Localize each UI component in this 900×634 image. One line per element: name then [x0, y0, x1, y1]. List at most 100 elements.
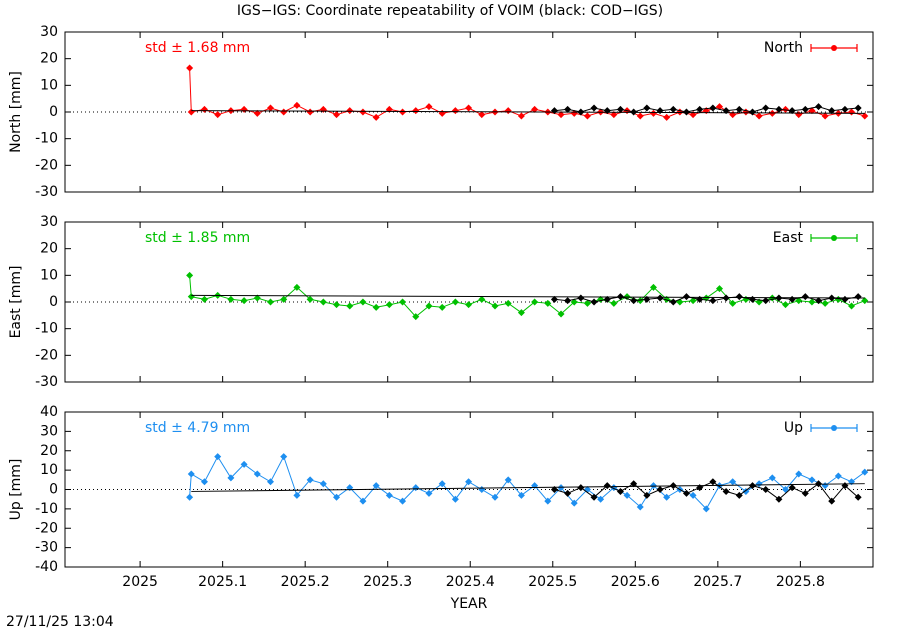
data-point: [821, 299, 829, 307]
data-point: [801, 489, 809, 497]
data-point: [227, 295, 235, 303]
data-point: [808, 476, 816, 484]
data-point: [636, 112, 644, 120]
data-point: [689, 297, 697, 305]
data-point: [590, 493, 598, 501]
data-point: [359, 497, 367, 505]
annotation: std ± 1.68 mm: [145, 40, 250, 56]
timestamp: 27/11/25 13:04: [6, 614, 114, 630]
y-tick-label: -20: [35, 520, 58, 536]
data-point: [768, 474, 776, 482]
x-tick-label: 2025.7: [693, 574, 742, 590]
data-point: [861, 297, 869, 305]
data-point: [200, 105, 208, 113]
data-point: [795, 297, 803, 305]
y-axis-label: North [mm]: [8, 71, 24, 153]
data-point: [577, 484, 585, 492]
data-point: [848, 302, 856, 310]
data-point: [186, 64, 194, 72]
legend-label: North: [764, 40, 803, 56]
data-point: [385, 301, 393, 309]
data-point: [848, 108, 856, 116]
data-point: [557, 111, 565, 119]
data-point: [385, 491, 393, 499]
data-point: [861, 112, 869, 120]
data-point: [491, 302, 499, 310]
data-point: [517, 112, 525, 120]
data-point: [729, 299, 737, 307]
data-point: [267, 104, 275, 112]
annotation: std ± 1.85 mm: [145, 230, 250, 246]
data-point: [861, 468, 869, 476]
data-point: [451, 298, 459, 306]
data-point: [214, 453, 222, 461]
data-point: [762, 297, 770, 305]
data-point: [682, 293, 690, 301]
data-point: [801, 293, 809, 301]
data-point: [306, 108, 314, 116]
panel: -30 -20 -10 0 10 20 30 North [mm] North std ± 1.6…: [8, 24, 874, 200]
data-point: [636, 297, 644, 305]
data-point: [253, 294, 261, 302]
data-point: [722, 487, 730, 495]
data-point: [267, 478, 275, 486]
data-point: [280, 295, 288, 303]
data-point: [808, 298, 816, 306]
data-point: [643, 104, 651, 112]
data-point: [564, 489, 572, 497]
data-point: [656, 486, 664, 493]
data-point: [715, 103, 723, 111]
data-point: [280, 108, 288, 116]
legend-label: Up: [784, 420, 803, 436]
data-point: [854, 293, 862, 301]
data-point: [722, 294, 730, 302]
y-tick-label: -10: [35, 501, 58, 517]
data-point: [669, 105, 677, 113]
data-point: [709, 297, 717, 305]
data-point: [253, 470, 261, 478]
y-tick-label: -20: [35, 157, 58, 173]
data-point: [240, 297, 248, 305]
y-tick-label: 30: [40, 24, 58, 40]
data-point: [333, 493, 341, 501]
data-point: [504, 476, 512, 484]
data-point: [749, 295, 757, 303]
panel: -40 -30 -20 -10 0 10 20 30 40 2025 2025.1 2025.2 202…: [8, 404, 874, 612]
data-point: [187, 293, 195, 301]
data-point: [214, 111, 222, 119]
data-point: [306, 476, 314, 484]
data-point: [788, 107, 796, 115]
data-point: [735, 491, 743, 499]
data-point: [682, 489, 690, 497]
data-point: [630, 480, 638, 488]
series-line: [189, 455, 865, 510]
y-axis-label: Up [mm]: [8, 459, 24, 521]
trend-line: [191, 483, 865, 492]
data-point: [550, 295, 558, 303]
data-point: [200, 295, 208, 303]
trend-line: [191, 110, 865, 114]
y-tick-label: -10: [35, 321, 58, 337]
data-point: [478, 295, 486, 303]
data-point: [451, 107, 459, 115]
data-point: [782, 105, 790, 113]
data-point: [333, 301, 341, 309]
data-point: [663, 113, 671, 121]
x-tick-label: 2025: [122, 574, 158, 590]
data-point: [815, 103, 823, 111]
data-point: [517, 491, 525, 499]
data-point: [187, 108, 195, 116]
data-point: [656, 294, 664, 302]
data-point: [709, 104, 717, 112]
data-point: [544, 497, 552, 505]
data-point: [412, 107, 420, 115]
data-point: [636, 503, 644, 511]
data-point: [517, 309, 525, 317]
data-point: [669, 298, 677, 306]
data-point: [253, 109, 261, 117]
data-point: [438, 109, 446, 117]
series-line: [189, 67, 865, 118]
data-point: [570, 499, 578, 507]
data-point: [564, 297, 572, 305]
